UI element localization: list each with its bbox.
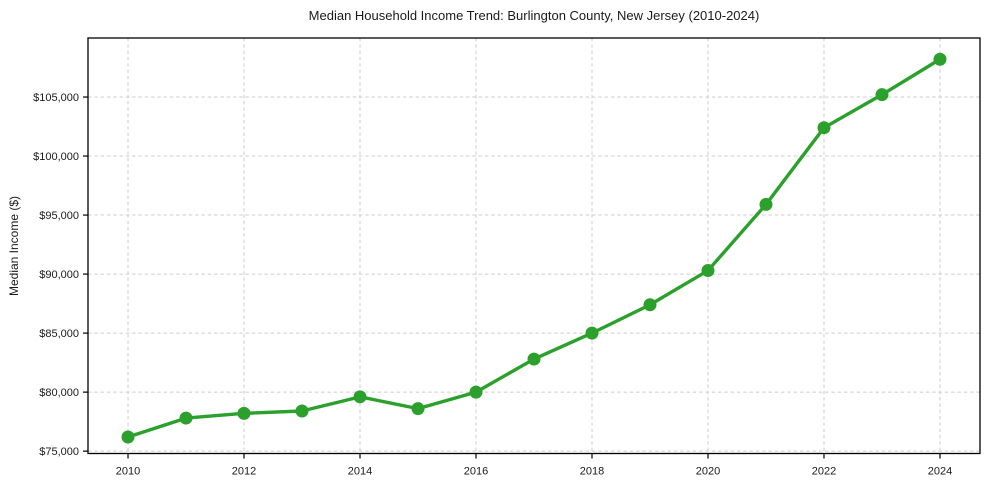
x-tick-label: 2018 [580,466,604,478]
y-tick-label: $105,000 [33,92,79,104]
x-tick-label: 2010 [116,466,140,478]
y-tick-label: $90,000 [39,269,79,281]
data-point [411,402,425,416]
data-point [701,264,715,278]
data-point [469,385,483,399]
y-tick-label: $95,000 [39,210,79,222]
data-point [237,406,251,420]
data-point [353,390,367,404]
data-point [295,404,309,418]
trend-line [126,57,942,439]
x-tick-label: 2024 [928,466,952,478]
x-tick-label: 2020 [696,466,720,478]
data-point [585,326,599,340]
data-point [759,197,773,211]
data-point [875,88,889,102]
x-tick-label: 2012 [232,466,256,478]
data-point [179,411,193,425]
data-point [643,298,657,312]
y-axis-label: Median Income ($) [7,195,21,297]
data-point [121,430,135,444]
plot-border [87,37,981,455]
data-point [933,52,947,66]
y-tick-label: $80,000 [39,387,79,399]
data-point [527,352,541,366]
x-tick-label: 2014 [348,466,372,478]
x-tick-label: 2022 [812,466,836,478]
y-tick-label: $85,000 [39,328,79,340]
chart-title: Median Household Income Trend: Burlingto… [308,8,760,23]
y-tick-label: $100,000 [33,151,79,163]
data-point [817,121,831,135]
x-tick-label: 2016 [464,466,488,478]
y-tick-label: $75,000 [39,446,79,458]
